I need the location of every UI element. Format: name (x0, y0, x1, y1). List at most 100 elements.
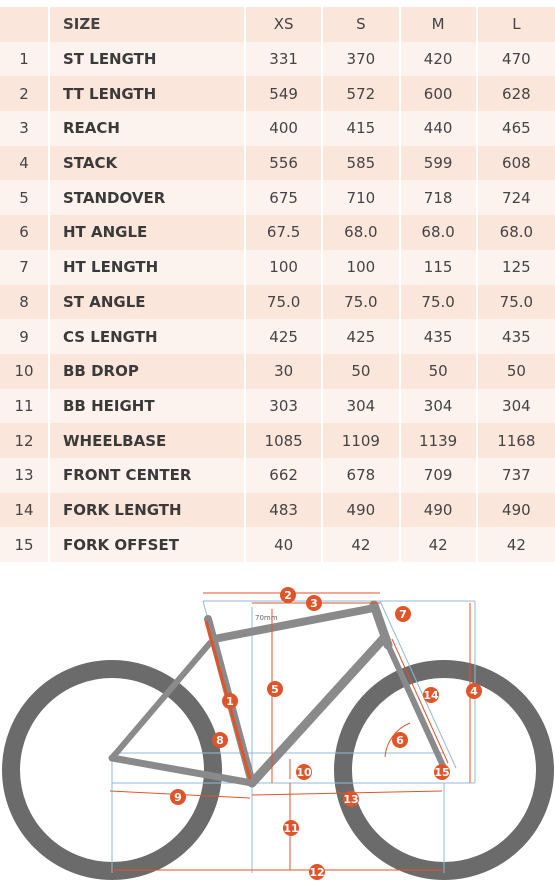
row-value: 50 (400, 353, 478, 389)
header-size-xs: XS (246, 7, 324, 42)
row-value: 490 (323, 492, 401, 528)
head-tube (369, 600, 393, 650)
row-value: 125 (477, 249, 555, 285)
row-value: 675 (246, 180, 324, 216)
row-value: 68.0 (400, 215, 478, 250)
table-row: 2 TT LENGTH 549 572 600 628 (0, 76, 555, 112)
svg-text:7: 7 (399, 608, 407, 621)
svg-text:8: 8 (216, 734, 224, 747)
row-index: 4 (0, 145, 50, 181)
row-index: 13 (0, 457, 50, 493)
row-value: 470 (477, 41, 555, 77)
table-row: 12 WHEELBASE 1085 1109 1139 1168 (0, 423, 555, 458)
row-value: 304 (477, 388, 555, 424)
top-tube (210, 604, 378, 643)
row-label: FORK LENGTH (50, 492, 246, 528)
row-value: 710 (323, 180, 401, 216)
row-label: HT ANGLE (50, 215, 246, 250)
row-value: 331 (246, 41, 324, 77)
table-row: 4 STACK 556 585 599 608 (0, 145, 555, 181)
badge-4: 4 (466, 683, 482, 699)
row-label: ST ANGLE (50, 284, 246, 320)
row-value: 370 (323, 41, 401, 77)
row-label: TT LENGTH (50, 76, 246, 112)
table-row: 7 HT LENGTH 100 100 115 125 (0, 249, 555, 285)
badge-5: 5 (267, 681, 283, 697)
row-value: 42 (323, 527, 401, 562)
svg-text:2: 2 (284, 589, 292, 602)
header-size-s: S (323, 7, 401, 42)
row-value: 42 (477, 527, 555, 562)
row-index: 12 (0, 423, 50, 458)
row-label: STANDOVER (50, 180, 246, 216)
row-index: 5 (0, 180, 50, 216)
row-value: 50 (323, 353, 401, 389)
badge-12: 12 (309, 864, 325, 880)
row-value: 435 (477, 319, 555, 354)
row-value: 303 (246, 388, 324, 424)
badge-1: 1 (222, 693, 238, 709)
standover-note: 70mm (255, 614, 278, 622)
row-value: 75.0 (400, 284, 478, 320)
row-index: 1 (0, 41, 50, 77)
row-label: ST LENGTH (50, 41, 246, 77)
badge-11: 11 (283, 820, 299, 836)
svg-text:9: 9 (174, 791, 182, 804)
row-value: 599 (400, 145, 478, 181)
chainstay (108, 754, 256, 787)
svg-text:5: 5 (271, 683, 279, 696)
svg-text:14: 14 (423, 689, 439, 702)
row-value: 572 (323, 76, 401, 112)
row-value: 1085 (246, 423, 324, 458)
row-value: 415 (323, 111, 401, 146)
row-value: 75.0 (477, 284, 555, 320)
row-label: WHEELBASE (50, 423, 246, 458)
badge-10: 10 (296, 764, 312, 780)
table-row: 14 FORK LENGTH 483 490 490 490 (0, 492, 555, 528)
svg-text:6: 6 (396, 734, 404, 747)
row-value: 75.0 (323, 284, 401, 320)
bike-geometry-diagram: 70mm 1 2 3 4 5 6 7 8 9 10 11 12 13 14 15 (2, 587, 554, 880)
row-value: 1139 (400, 423, 478, 458)
row-value: 1109 (323, 423, 401, 458)
row-value: 737 (477, 457, 555, 493)
row-value: 100 (323, 249, 401, 285)
svg-text:12: 12 (309, 866, 324, 879)
badge-15: 15 (434, 764, 450, 780)
row-value: 115 (400, 249, 478, 285)
row-value: 40 (246, 527, 324, 562)
badge-2: 2 (280, 587, 296, 603)
row-label: FRONT CENTER (50, 457, 246, 493)
row-label: CS LENGTH (50, 319, 246, 354)
row-value: 304 (400, 388, 478, 424)
header-index-cell (0, 7, 50, 42)
row-value: 608 (477, 145, 555, 181)
table-row: 8 ST ANGLE 75.0 75.0 75.0 75.0 (0, 284, 555, 320)
row-value: 709 (400, 457, 478, 493)
row-value: 628 (477, 76, 555, 112)
svg-text:1: 1 (226, 695, 234, 708)
row-index: 8 (0, 284, 50, 320)
svg-text:3: 3 (310, 597, 318, 610)
svg-text:13: 13 (343, 793, 358, 806)
row-index: 10 (0, 353, 50, 389)
table-header-row: SIZE XS S M L (0, 7, 555, 42)
row-label: STACK (50, 145, 246, 181)
geometry-table: SIZE XS S M L 1 ST LENGTH 331 370 420 470 2 TT LENGT… (0, 7, 555, 562)
row-value: 67.5 (246, 215, 324, 250)
row-index: 3 (0, 111, 50, 146)
row-value: 100 (246, 249, 324, 285)
row-value: 75.0 (246, 284, 324, 320)
table-row: 15 FORK OFFSET 40 42 42 42 (0, 527, 555, 562)
row-label: REACH (50, 111, 246, 146)
badge-8: 8 (212, 732, 228, 748)
row-value: 42 (400, 527, 478, 562)
header-size-m: M (400, 7, 478, 42)
badge-3: 3 (306, 595, 322, 611)
row-value: 600 (400, 76, 478, 112)
row-label: FORK OFFSET (50, 527, 246, 562)
row-value: 490 (477, 492, 555, 528)
row-label: BB DROP (50, 353, 246, 389)
row-index: 7 (0, 249, 50, 285)
row-value: 483 (246, 492, 324, 528)
